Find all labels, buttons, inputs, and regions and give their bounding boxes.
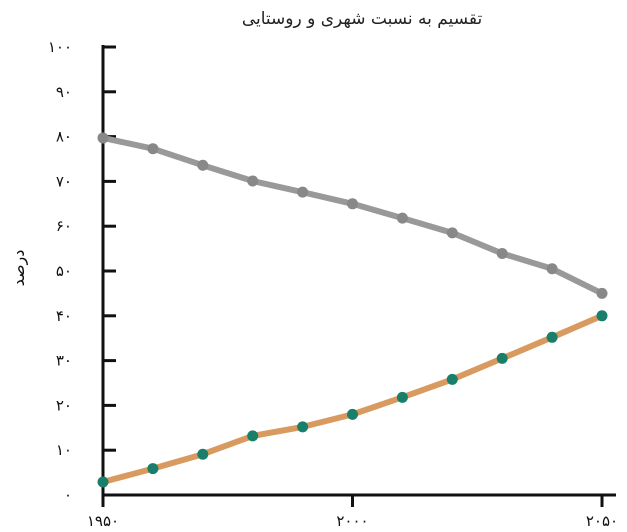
y-tick-label: ۲۰ [56,396,72,414]
y-tick-label: ۵۰ [56,262,72,280]
series-1-point [396,212,408,224]
axes: ۰ ۱۰ ۲۰ ۳۰ ۴۰ ۵۰ ۶۰ ۷۰ ۸۰ ۹۰ ۱۰۰ ۱۹۵۰ ۲۰۰۰ ۲۰۵۰ [48,38,618,530]
series-layer [97,132,608,488]
series-2-point [97,476,109,488]
chart-title: تقسیم به نسبت شهری و روستایی [242,9,483,29]
series-1-point [97,132,109,144]
series-1-point [596,287,608,299]
series-2-point [247,430,259,442]
y-axis-label: درصد [9,250,29,287]
x-tick-label: ۲۰۰۰ [336,512,368,530]
series-2-point [297,421,309,433]
series-line-2 [100,312,605,485]
series-1-point [546,263,558,275]
y-tick-label: ۸۰ [56,128,72,146]
series-1-point [247,175,259,187]
series-2-point [197,448,209,460]
series-1-point [347,198,358,210]
series-line-1 [100,134,605,297]
y-tick-label: ۹۰ [56,83,72,101]
series-2-point [396,391,408,403]
y-tick-label: ۰ [64,486,72,504]
x-tick-label: ۱۹۵۰ [87,512,119,530]
x-tick-label: ۲۰۵۰ [586,512,618,530]
series-2-point [147,463,159,475]
series-2-point [347,408,358,420]
series-1-point [446,227,458,239]
series-2-point [596,310,608,322]
series-2-point [496,352,508,364]
series-1-point [496,248,508,260]
series-1-point [297,186,309,198]
y-tick-label: ۷۰ [56,172,72,190]
y-tick-label: ۶۰ [56,217,72,235]
series-2-point [546,331,558,343]
series-1-point [147,143,159,155]
series-2-point [446,373,458,385]
y-tick-label: ۱۰ [56,441,72,459]
y-tick-label: ۱۰۰ [48,38,72,56]
y-tick-label: ۳۰ [56,352,72,370]
series-1-point [197,159,209,171]
y-tick-label: ۴۰ [56,307,72,325]
